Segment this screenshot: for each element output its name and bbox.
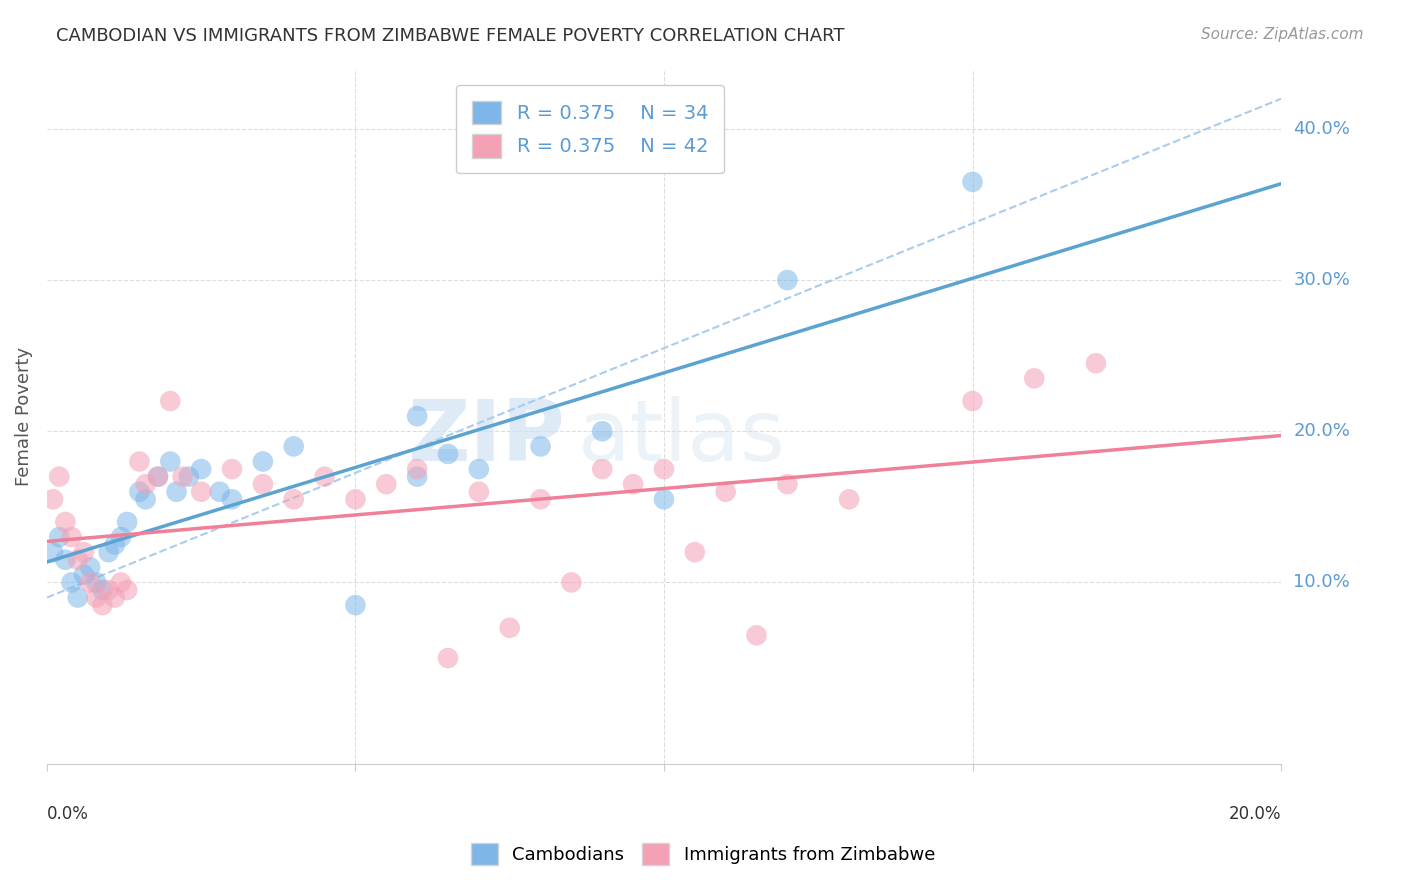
- Point: [344, 598, 367, 612]
- Point: [714, 484, 737, 499]
- Point: [468, 462, 491, 476]
- Point: [146, 469, 169, 483]
- Point: [190, 484, 212, 499]
- Point: [97, 582, 120, 597]
- Point: [115, 515, 138, 529]
- Point: [1024, 371, 1046, 385]
- Point: [48, 469, 70, 483]
- Point: [42, 492, 65, 507]
- Point: [776, 477, 799, 491]
- Point: [591, 462, 613, 476]
- Point: [135, 492, 157, 507]
- Point: [55, 553, 77, 567]
- Point: [252, 454, 274, 468]
- Text: 20.0%: 20.0%: [1294, 422, 1350, 441]
- Point: [283, 439, 305, 453]
- Point: [437, 447, 460, 461]
- Point: [91, 598, 114, 612]
- Point: [104, 591, 127, 605]
- Point: [1084, 356, 1107, 370]
- Point: [146, 469, 169, 483]
- Point: [172, 469, 194, 483]
- Point: [221, 462, 243, 476]
- Point: [283, 492, 305, 507]
- Point: [190, 462, 212, 476]
- Point: [468, 484, 491, 499]
- Point: [84, 575, 107, 590]
- Point: [437, 651, 460, 665]
- Point: [97, 545, 120, 559]
- Point: [48, 530, 70, 544]
- Point: [375, 477, 398, 491]
- Point: [499, 621, 522, 635]
- Point: [208, 484, 231, 499]
- Point: [73, 545, 96, 559]
- Point: [745, 628, 768, 642]
- Text: CAMBODIAN VS IMMIGRANTS FROM ZIMBABWE FEMALE POVERTY CORRELATION CHART: CAMBODIAN VS IMMIGRANTS FROM ZIMBABWE FE…: [56, 27, 845, 45]
- Legend: R = 0.375    N = 34, R = 0.375    N = 42: R = 0.375 N = 34, R = 0.375 N = 42: [457, 86, 724, 173]
- Point: [115, 582, 138, 597]
- Point: [66, 591, 89, 605]
- Point: [221, 492, 243, 507]
- Text: ZIP: ZIP: [408, 395, 565, 478]
- Point: [252, 477, 274, 491]
- Point: [159, 454, 181, 468]
- Text: Source: ZipAtlas.com: Source: ZipAtlas.com: [1201, 27, 1364, 42]
- Point: [73, 567, 96, 582]
- Point: [60, 530, 83, 544]
- Point: [962, 175, 984, 189]
- Text: 20.0%: 20.0%: [1229, 805, 1281, 823]
- Point: [110, 530, 132, 544]
- Point: [110, 575, 132, 590]
- Point: [529, 439, 551, 453]
- Point: [406, 469, 429, 483]
- Point: [79, 560, 101, 574]
- Text: 40.0%: 40.0%: [1294, 120, 1350, 138]
- Point: [344, 492, 367, 507]
- Point: [314, 469, 336, 483]
- Legend: Cambodians, Immigrants from Zimbabwe: Cambodians, Immigrants from Zimbabwe: [461, 834, 945, 874]
- Point: [838, 492, 860, 507]
- Y-axis label: Female Poverty: Female Poverty: [15, 347, 32, 486]
- Text: atlas: atlas: [578, 395, 786, 478]
- Text: 30.0%: 30.0%: [1294, 271, 1350, 289]
- Point: [652, 492, 675, 507]
- Point: [776, 273, 799, 287]
- Point: [652, 462, 675, 476]
- Point: [406, 462, 429, 476]
- Point: [560, 575, 582, 590]
- Point: [128, 454, 150, 468]
- Text: 10.0%: 10.0%: [1294, 574, 1350, 591]
- Point: [42, 545, 65, 559]
- Point: [135, 477, 157, 491]
- Point: [55, 515, 77, 529]
- Point: [166, 484, 188, 499]
- Point: [79, 575, 101, 590]
- Point: [591, 424, 613, 438]
- Point: [91, 582, 114, 597]
- Point: [962, 394, 984, 409]
- Point: [683, 545, 706, 559]
- Point: [104, 538, 127, 552]
- Text: 0.0%: 0.0%: [46, 805, 89, 823]
- Point: [66, 553, 89, 567]
- Point: [60, 575, 83, 590]
- Point: [529, 492, 551, 507]
- Point: [621, 477, 644, 491]
- Point: [177, 469, 200, 483]
- Point: [159, 394, 181, 409]
- Point: [84, 591, 107, 605]
- Point: [128, 484, 150, 499]
- Point: [406, 409, 429, 424]
